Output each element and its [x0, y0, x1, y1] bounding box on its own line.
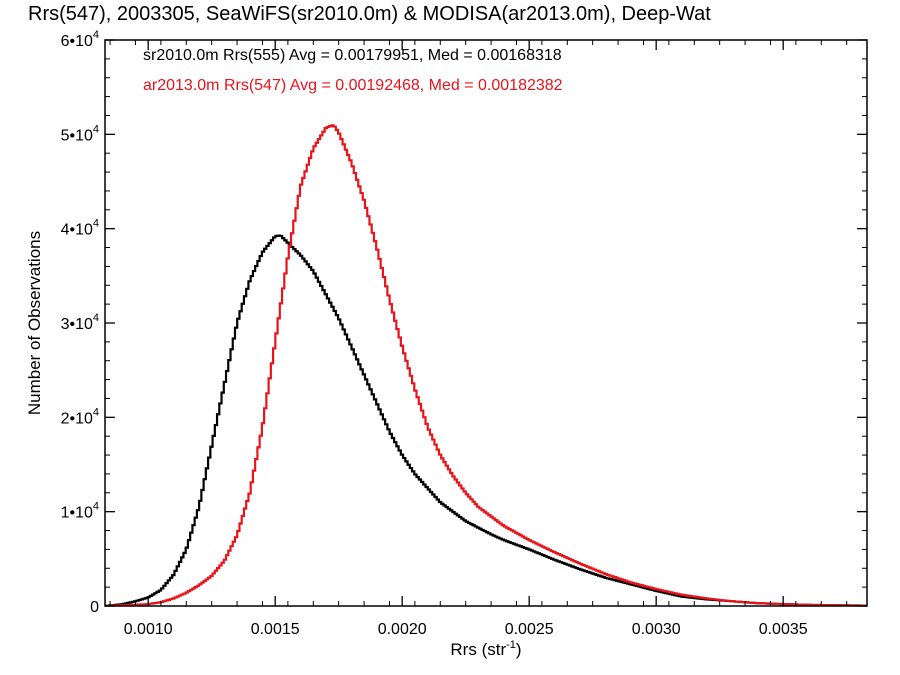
x-axis-label: Rrs (str-1) — [450, 639, 521, 659]
y-tick-label-exponent: 4 — [93, 406, 99, 418]
y-tick-label: 1•104 — [61, 501, 99, 522]
y-tick-label: 5•104 — [61, 123, 99, 144]
chart-title: Rrs(547), 2003305, SeaWiFS(sr2010.0m) & … — [28, 3, 711, 25]
y-tick-label-mantissa: 1•10 — [61, 505, 93, 522]
plot-frame — [104, 39, 868, 607]
x-axis-label-main: Rrs (str — [450, 640, 506, 659]
y-tick-label-mantissa: 0 — [90, 599, 99, 616]
x-tick-label: 0.0025 — [505, 621, 554, 638]
y-tick-label: 6•104 — [61, 29, 99, 50]
y-axis-label: Number of Observations — [25, 231, 44, 415]
x-tick-label: 0.0035 — [759, 621, 808, 638]
y-tick-label-exponent: 4 — [93, 123, 99, 135]
y-tick-label-mantissa: 5•10 — [61, 127, 93, 144]
legend-annotation: sr2010.0m Rrs(555) Avg = 0.00179951, Med… — [143, 47, 562, 64]
x-tick-label: 0.0020 — [378, 621, 427, 638]
y-tick-label: 0 — [90, 599, 99, 616]
y-tick-label-exponent: 4 — [93, 29, 99, 41]
x-tick-label: 0.0030 — [632, 621, 681, 638]
x-tick-label: 0.0010 — [124, 621, 173, 638]
y-tick-label-exponent: 4 — [93, 501, 99, 513]
y-tick-label-mantissa: 4•10 — [61, 222, 93, 239]
x-axis-label-close: ) — [516, 640, 522, 659]
y-tick-label-exponent: 4 — [93, 312, 99, 324]
y-tick-label: 3•104 — [61, 312, 99, 333]
x-axis-label-sup: -1 — [506, 639, 516, 651]
histogram-series-0 — [105, 234, 867, 606]
y-tick-label-mantissa: 2•10 — [61, 410, 93, 427]
y-tick-label-mantissa: 3•10 — [61, 316, 93, 333]
y-tick-label: 2•104 — [61, 406, 99, 427]
y-tick-label: 4•104 — [61, 218, 99, 239]
x-tick-label: 0.0015 — [251, 621, 300, 638]
y-tick-label-exponent: 4 — [93, 218, 99, 230]
y-tick-label-mantissa: 6•10 — [61, 33, 93, 50]
histogram-series-1 — [105, 124, 867, 606]
legend-annotation: ar2013.0m Rrs(547) Avg = 0.00192468, Med… — [143, 77, 563, 94]
